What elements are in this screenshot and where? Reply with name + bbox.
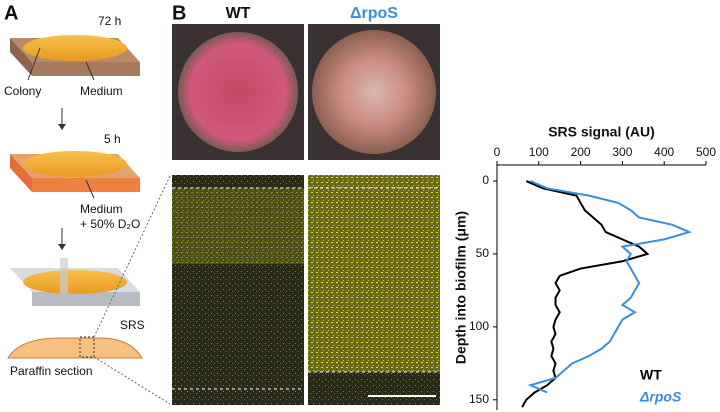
x-tick-label: 100 [529,145,549,159]
colony-label: Colony [4,84,41,98]
arrow-head [58,244,66,250]
x-tick-label: 300 [612,145,632,159]
medium-label: Medium [80,202,123,216]
srs-image [308,175,440,405]
pointer [27,47,41,81]
srs-label: SRS [120,318,145,332]
medium-side [10,154,32,192]
colony [23,270,127,294]
section [7,337,143,359]
srs-band [308,372,440,405]
pointer [85,61,95,81]
y-tick-label: 50 [476,246,490,260]
chart-title: SRS signal (AU) [548,124,655,140]
pointer [85,179,95,199]
colony-photo [312,30,436,154]
panel-label: B [172,2,186,24]
legend-label: WT [640,367,662,383]
section-label: Paraffin section [10,364,93,378]
arrow-head [58,124,66,130]
y-tick-label: 150 [469,392,489,406]
colony [23,35,127,61]
series-line [527,180,693,394]
series-line [521,180,650,408]
x-tick-label: 400 [654,145,674,159]
time-label: 72 h [98,14,121,28]
medium-front [32,292,140,306]
zoom-line [93,356,171,405]
chart: SRS signal (AU) Depth into biofilm (μm) 0 1… [453,124,716,410]
panel-label: A [4,2,18,24]
medium-label: + 50% D₂O [80,217,140,231]
legend-label: ΔrpoS [639,389,682,405]
zoom-line [93,175,171,338]
colony [23,151,127,177]
strain-label: ΔrpoS [350,5,398,22]
cut-plane [60,258,68,294]
x-tick-label: 200 [571,145,591,159]
roi [79,336,95,358]
x-tick-label: 0 [494,145,501,159]
medium-front [32,62,140,76]
medium-front [32,178,140,192]
y-tick-label: 0 [482,173,489,187]
time-label: 5 h [104,132,121,146]
colony-photo [178,32,298,152]
strain-label: WT [226,5,251,22]
srs-band [172,188,304,264]
medium-label: Medium [80,84,123,98]
medium-side [10,38,32,76]
y-axis-label: Depth into biofilm (μm) [453,211,469,364]
x-tick-label: 500 [696,145,716,159]
y-tick-label: 100 [469,319,489,333]
